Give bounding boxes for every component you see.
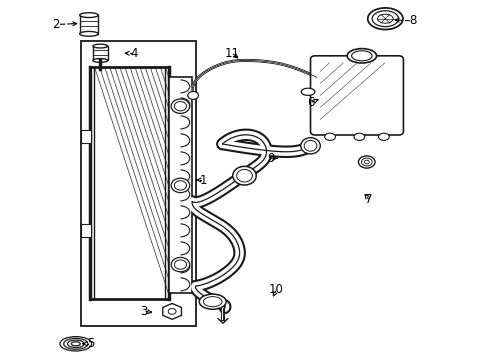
Ellipse shape: [174, 181, 186, 190]
Text: 1: 1: [199, 174, 206, 186]
Ellipse shape: [346, 49, 376, 63]
Ellipse shape: [71, 342, 80, 346]
Ellipse shape: [236, 169, 252, 182]
Ellipse shape: [304, 140, 316, 151]
Text: 6: 6: [306, 96, 314, 109]
Ellipse shape: [63, 338, 88, 349]
Ellipse shape: [80, 13, 98, 18]
Bar: [81, 130, 91, 143]
Ellipse shape: [324, 133, 335, 140]
Ellipse shape: [378, 133, 388, 140]
Ellipse shape: [232, 166, 256, 185]
Text: 11: 11: [224, 47, 239, 60]
FancyBboxPatch shape: [310, 56, 403, 135]
Text: 4: 4: [130, 47, 138, 60]
Polygon shape: [163, 303, 181, 319]
Ellipse shape: [171, 178, 189, 193]
Text: 9: 9: [267, 152, 275, 165]
Ellipse shape: [351, 51, 371, 61]
Bar: [81, 224, 91, 237]
Ellipse shape: [168, 309, 176, 314]
Ellipse shape: [203, 297, 222, 307]
Ellipse shape: [174, 260, 186, 269]
Bar: [81, 41, 195, 326]
Bar: [80, 15, 98, 34]
Ellipse shape: [187, 91, 198, 99]
Ellipse shape: [361, 158, 371, 166]
Ellipse shape: [300, 138, 320, 154]
Text: 5: 5: [86, 337, 94, 350]
Ellipse shape: [364, 160, 368, 164]
Ellipse shape: [367, 8, 402, 30]
Ellipse shape: [93, 44, 107, 48]
Text: 3: 3: [140, 305, 148, 318]
Ellipse shape: [358, 156, 374, 168]
Ellipse shape: [171, 99, 189, 113]
Ellipse shape: [93, 59, 107, 62]
Ellipse shape: [199, 294, 225, 309]
Ellipse shape: [80, 31, 98, 36]
Ellipse shape: [377, 14, 392, 23]
Ellipse shape: [171, 257, 189, 272]
Text: 7: 7: [365, 193, 372, 206]
Ellipse shape: [60, 337, 92, 351]
Ellipse shape: [301, 88, 314, 95]
Text: 8: 8: [408, 14, 416, 27]
Text: 2: 2: [52, 18, 60, 31]
Ellipse shape: [371, 11, 398, 27]
Ellipse shape: [67, 340, 84, 347]
Ellipse shape: [353, 133, 364, 140]
Bar: [93, 46, 107, 60]
Text: 10: 10: [268, 283, 283, 296]
Ellipse shape: [174, 102, 186, 111]
Bar: [168, 77, 192, 293]
